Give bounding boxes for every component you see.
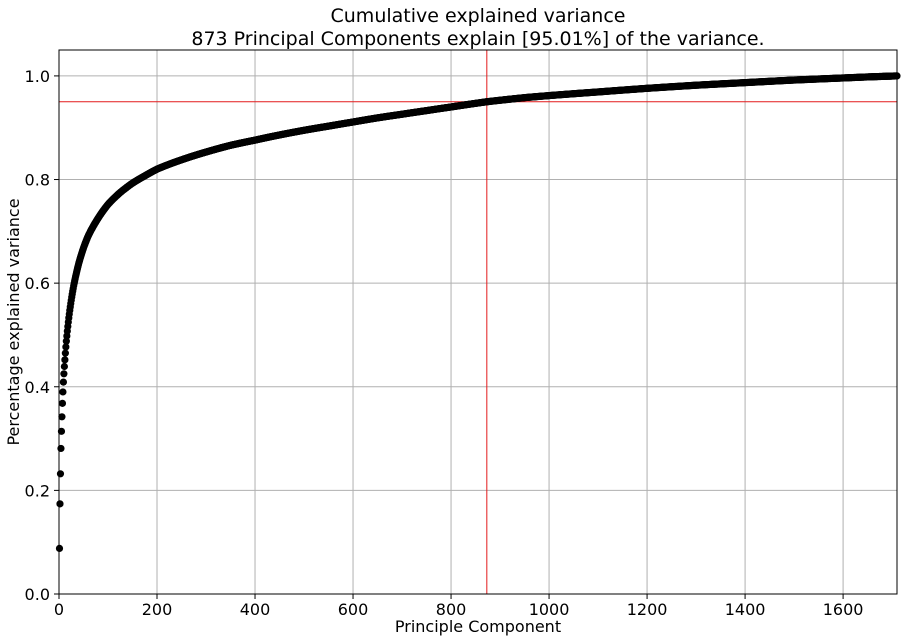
data-points xyxy=(55,72,901,553)
data-point xyxy=(62,343,70,351)
data-point xyxy=(60,362,68,371)
data-point xyxy=(59,378,68,386)
chart-title: Cumulative explained variance xyxy=(331,5,626,27)
x-tick-label: 1000 xyxy=(529,600,570,619)
data-point xyxy=(61,349,69,357)
x-tick-label: 200 xyxy=(142,600,173,619)
y-axis-ticks: 0.0 0.2 0.4 0.6 0.8 1.0 xyxy=(25,67,59,604)
data-point xyxy=(57,444,65,453)
threshold-lines xyxy=(59,50,897,594)
data-point xyxy=(60,370,68,378)
data-point xyxy=(56,500,64,508)
y-tick-label: 0.4 xyxy=(25,378,50,397)
x-axis-ticks: 0 200 400 600 800 1000 1200 1400 1600 xyxy=(54,594,864,619)
y-tick-label: 0.0 xyxy=(25,585,50,604)
plot-frame xyxy=(58,49,898,595)
data-point xyxy=(61,356,69,364)
x-tick-label: 800 xyxy=(436,600,467,619)
y-tick-label: 0.2 xyxy=(25,481,50,500)
data-point xyxy=(62,337,70,345)
y-tick-label: 0.8 xyxy=(25,171,50,190)
data-point xyxy=(59,388,67,396)
x-tick-label: 400 xyxy=(240,600,271,619)
chart-subtitle: 873 Principal Components explain [95.01%… xyxy=(191,28,764,50)
x-axis-label: Principle Component xyxy=(395,617,561,636)
data-point xyxy=(57,427,66,435)
x-tick-label: 600 xyxy=(338,600,369,619)
x-tick-label: 0 xyxy=(54,600,64,619)
x-tick-label: 1600 xyxy=(823,600,864,619)
x-tick-label: 1400 xyxy=(725,600,766,619)
x-tick-label: 1200 xyxy=(627,600,668,619)
y-tick-label: 1.0 xyxy=(25,67,50,86)
data-point xyxy=(56,470,65,478)
y-tick-label: 0.6 xyxy=(25,274,50,293)
data-point xyxy=(58,399,67,407)
data-point xyxy=(58,413,66,421)
y-axis-label: Percentage explained variance xyxy=(4,198,23,445)
grid-lines xyxy=(58,50,897,595)
